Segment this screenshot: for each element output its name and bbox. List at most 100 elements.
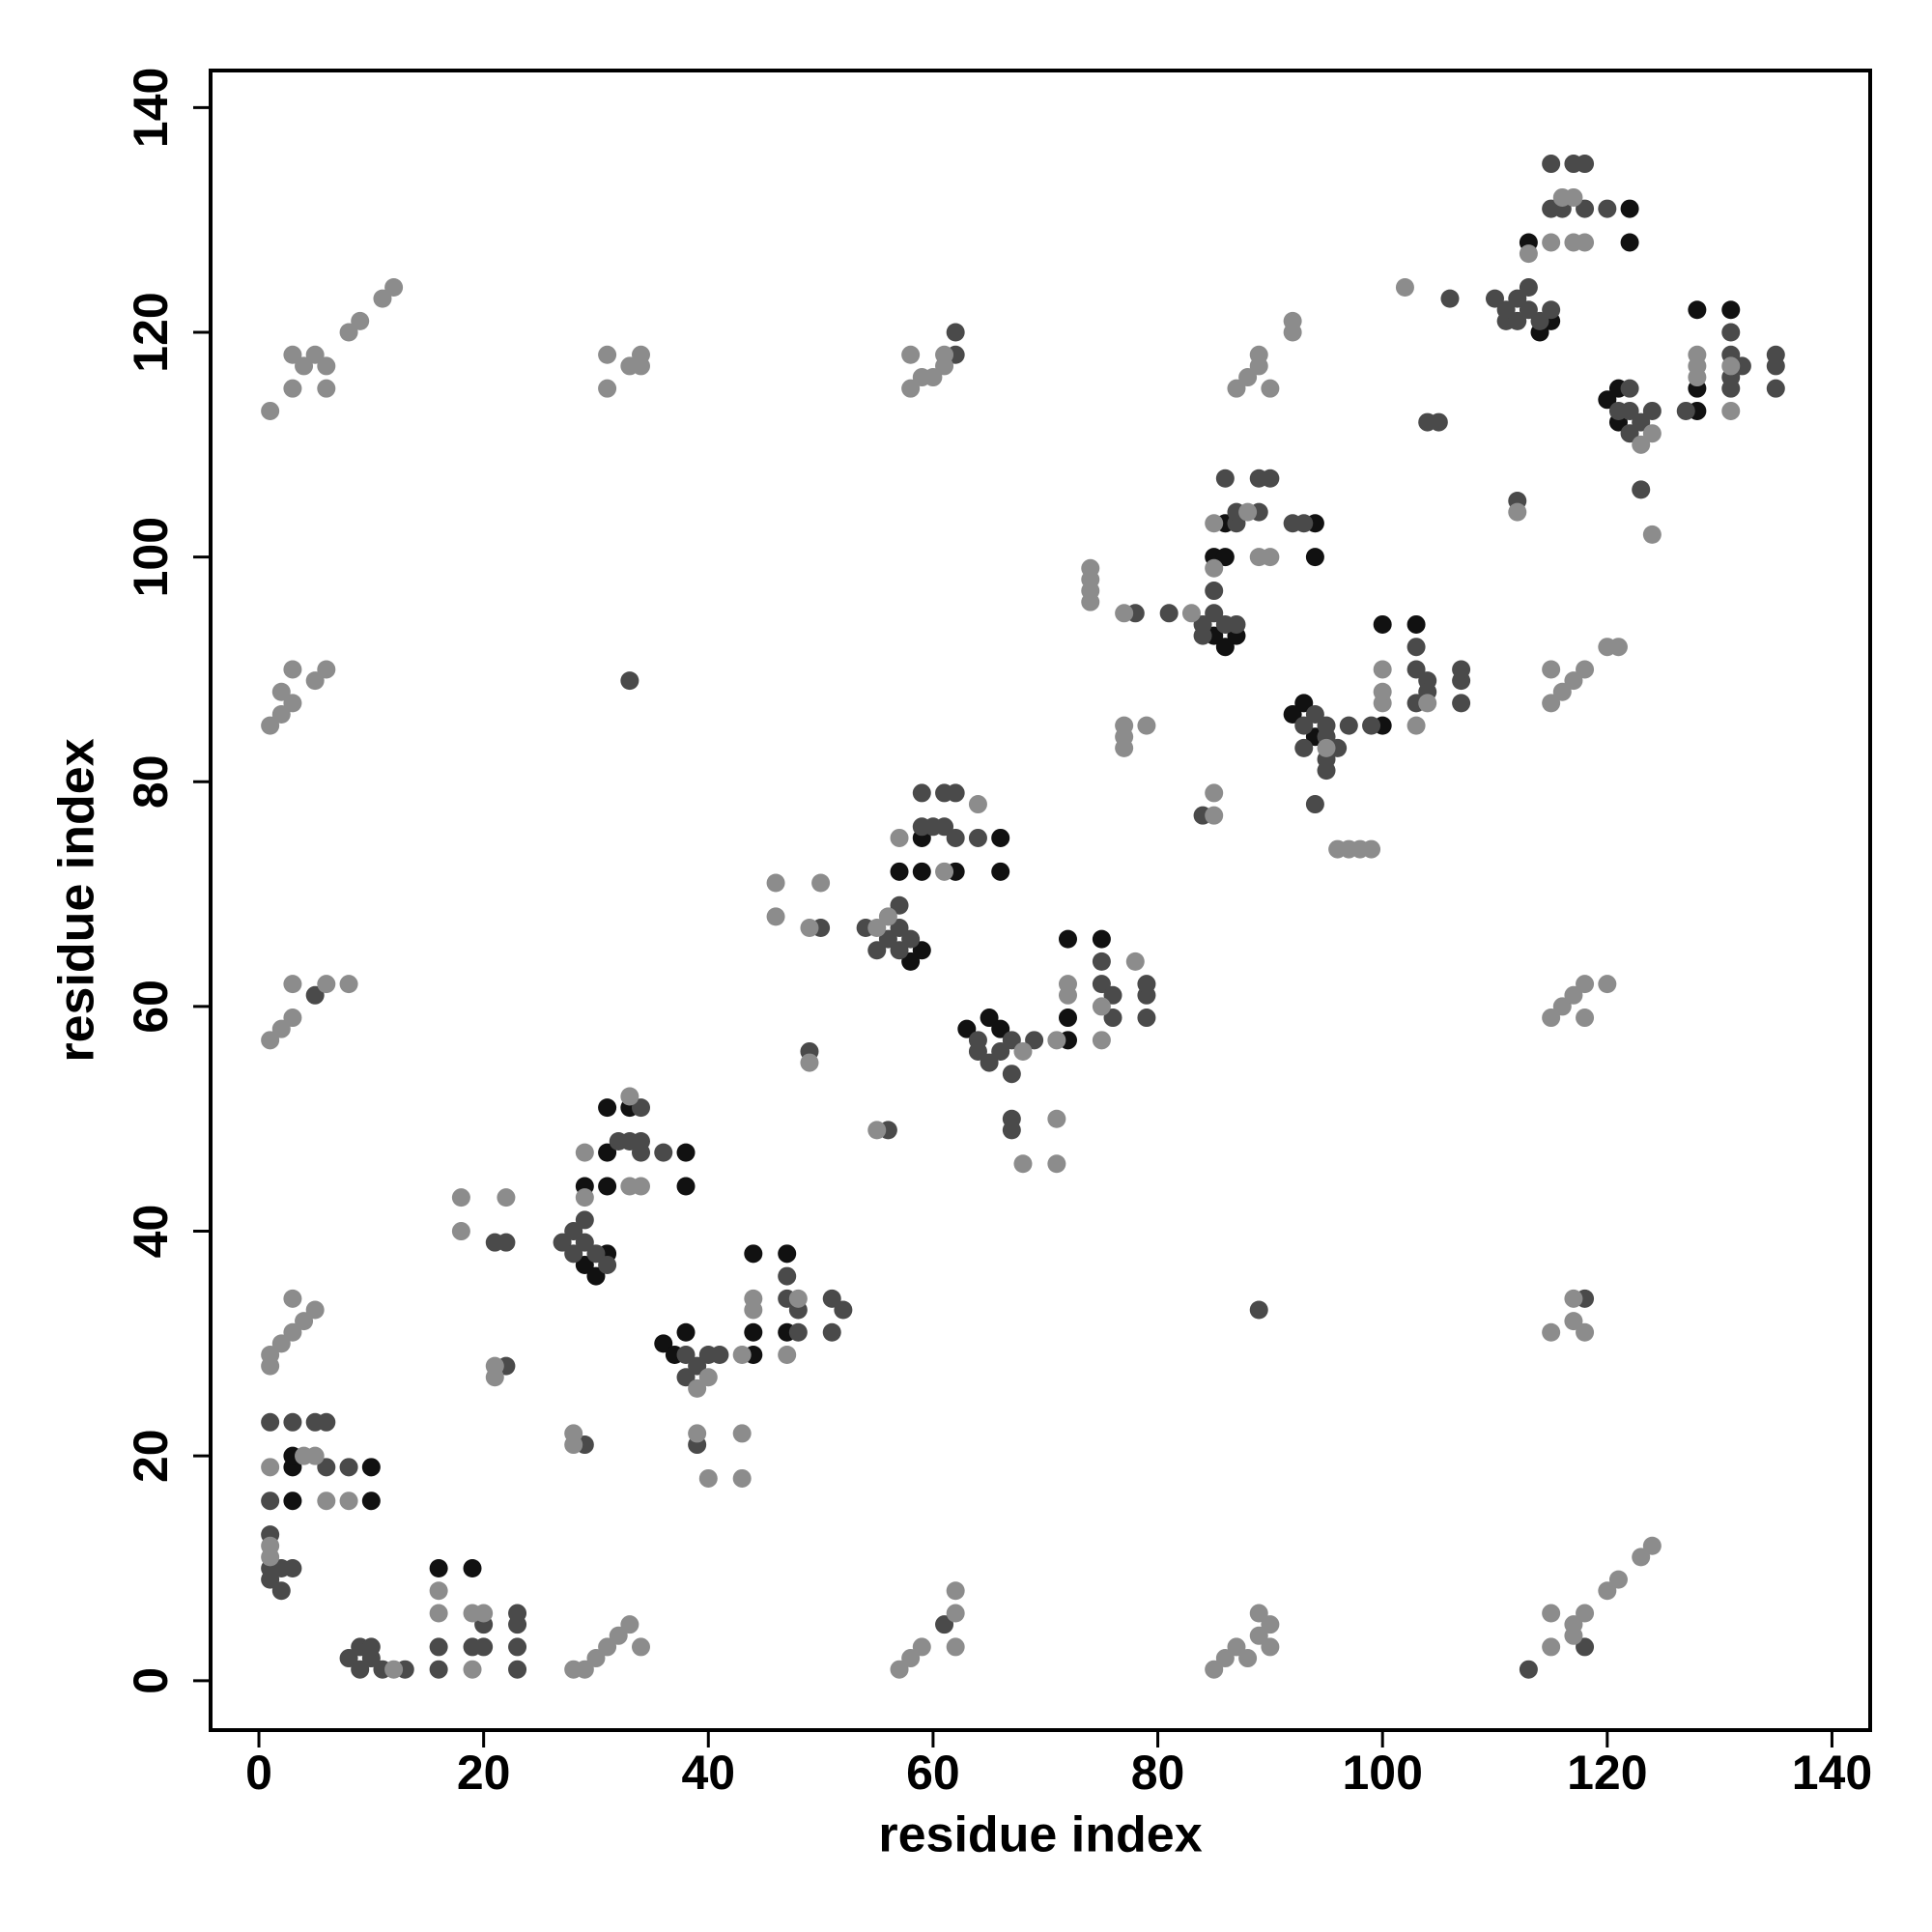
point: [1552, 997, 1572, 1016]
point: [283, 660, 302, 679]
point: [867, 918, 887, 937]
point: [283, 1289, 302, 1308]
point: [429, 1581, 448, 1601]
point: [1261, 1615, 1280, 1634]
point: [271, 704, 291, 724]
point: [744, 1322, 763, 1342]
point: [283, 1412, 302, 1432]
point: [1249, 1626, 1268, 1645]
point: [1013, 1041, 1033, 1061]
point: [1418, 694, 1437, 713]
point: [1205, 806, 1224, 825]
point: [1283, 704, 1302, 724]
point: [901, 929, 921, 949]
point: [261, 1031, 280, 1050]
point: [1373, 682, 1392, 701]
point: [261, 1458, 280, 1477]
point: [788, 1322, 808, 1342]
point: [1552, 682, 1572, 701]
point: [1058, 975, 1077, 994]
point: [463, 1559, 482, 1578]
point: [261, 1412, 280, 1432]
point: [586, 1266, 606, 1286]
point: [1508, 502, 1527, 522]
point: [361, 1458, 381, 1477]
point: [339, 323, 358, 342]
x-tick-label: 40: [681, 1746, 735, 1800]
point: [384, 1660, 404, 1679]
point: [654, 1143, 673, 1162]
point: [339, 975, 358, 994]
point: [980, 1009, 999, 1028]
point: [1103, 985, 1122, 1005]
point: [923, 368, 943, 387]
point: [1205, 558, 1224, 578]
point: [1013, 1154, 1033, 1174]
point: [1496, 300, 1516, 320]
point: [631, 345, 650, 364]
point: [1542, 1637, 1561, 1657]
point: [317, 1492, 336, 1511]
point: [968, 828, 987, 847]
point: [1115, 604, 1134, 623]
point: [1294, 738, 1314, 757]
point: [1642, 1536, 1662, 1555]
point: [283, 379, 302, 398]
point: [586, 1649, 606, 1668]
point: [800, 1053, 819, 1072]
point: [732, 1424, 752, 1443]
point: [620, 1087, 639, 1106]
point: [991, 1019, 1010, 1038]
point: [1598, 199, 1617, 218]
point: [890, 918, 909, 937]
point: [1002, 1109, 1021, 1128]
point: [575, 1210, 594, 1230]
point: [1115, 716, 1134, 735]
point: [1676, 401, 1695, 420]
point: [1620, 379, 1639, 398]
point: [1519, 1660, 1538, 1679]
x-tick-label: 20: [457, 1746, 511, 1800]
point: [271, 1019, 291, 1038]
point: [1440, 289, 1460, 308]
point: [688, 1378, 707, 1398]
point: [923, 817, 943, 837]
point: [1429, 412, 1448, 432]
point: [901, 1649, 921, 1668]
point: [1373, 614, 1392, 634]
point: [295, 356, 314, 376]
point: [1294, 694, 1314, 713]
point: [1249, 345, 1268, 364]
point: [946, 783, 965, 803]
point: [1632, 412, 1651, 432]
point: [822, 1322, 841, 1342]
point: [1205, 604, 1224, 623]
point: [654, 1334, 673, 1353]
point: [1564, 1615, 1583, 1634]
point: [1283, 311, 1302, 330]
point: [1215, 469, 1235, 488]
point: [351, 1660, 370, 1679]
point: [878, 929, 897, 949]
point: [1542, 1009, 1561, 1028]
point: [912, 941, 931, 960]
point: [1406, 716, 1426, 735]
point: [451, 1188, 470, 1208]
point: [283, 975, 302, 994]
point: [935, 862, 954, 881]
point: [1261, 379, 1280, 398]
point: [508, 1637, 527, 1657]
point: [1317, 738, 1336, 757]
point: [598, 1637, 617, 1657]
point: [1249, 1604, 1268, 1623]
point: [1598, 390, 1617, 410]
x-tick-label: 80: [1131, 1746, 1185, 1800]
point: [497, 1233, 516, 1252]
point: [283, 345, 302, 364]
point: [1047, 1154, 1066, 1174]
point: [575, 1143, 594, 1162]
point: [553, 1233, 572, 1252]
point: [598, 1177, 617, 1196]
y-tick-label: 120: [124, 292, 178, 372]
point: [283, 1322, 302, 1342]
